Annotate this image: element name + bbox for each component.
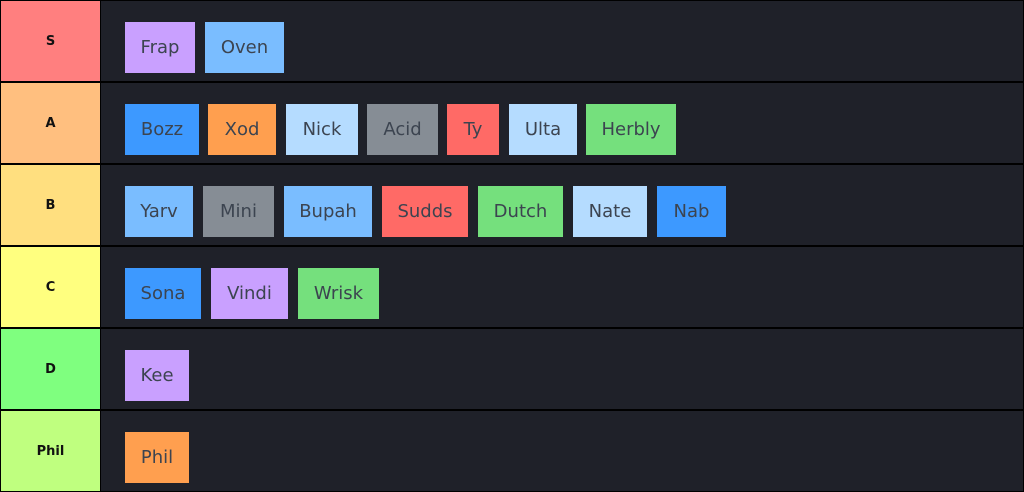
tier-label-d[interactable]: D [1,329,100,409]
tier-row-a: A Bozz Xod Nick Acid Ty Ulta Herbly [0,83,1024,163]
tier-row-c: C Sona Vindi Wrisk [0,247,1024,327]
tier-row-s: S Frap Oven [0,1,1024,81]
tier-label-c[interactable]: C [1,247,100,327]
tier-label-b[interactable]: B [1,165,100,245]
tier-item-nab[interactable]: Nab [657,186,726,237]
tier-items-a[interactable]: Bozz Xod Nick Acid Ty Ulta Herbly [101,83,1023,163]
tier-items-d[interactable]: Kee [101,329,1023,409]
tier-item-nate[interactable]: Nate [573,186,647,237]
tier-row-b: B Yarv Mini Bupah Sudds Dutch Nate Nab [0,165,1024,245]
tier-item-herbly[interactable]: Herbly [586,104,676,155]
tier-item-kee[interactable]: Kee [125,350,189,401]
tier-items-c[interactable]: Sona Vindi Wrisk [101,247,1023,327]
tier-item-bozz[interactable]: Bozz [125,104,199,155]
tier-label-phil[interactable]: Phil [1,411,100,491]
tier-item-sudds[interactable]: Sudds [382,186,468,237]
tier-label-a[interactable]: A [1,83,100,163]
tier-row-d: D Kee [0,329,1024,409]
tier-item-wrisk[interactable]: Wrisk [298,268,379,319]
tier-item-frap[interactable]: Frap [125,22,195,73]
tier-item-ulta[interactable]: Ulta [509,104,577,155]
tier-item-vindi[interactable]: Vindi [211,268,288,319]
tier-item-phil[interactable]: Phil [125,432,189,483]
tier-item-oven[interactable]: Oven [205,22,284,73]
tier-item-nick[interactable]: Nick [286,104,358,155]
tier-item-bupah[interactable]: Bupah [284,186,372,237]
tier-item-sona[interactable]: Sona [125,268,201,319]
tier-row-phil: Phil Phil [0,411,1024,491]
tier-items-phil[interactable]: Phil [101,411,1023,491]
tier-label-s[interactable]: S [1,1,100,81]
tier-items-b[interactable]: Yarv Mini Bupah Sudds Dutch Nate Nab [101,165,1023,245]
tier-item-xod[interactable]: Xod [208,104,276,155]
tier-items-s[interactable]: Frap Oven [101,1,1023,81]
tier-item-dutch[interactable]: Dutch [478,186,563,237]
tier-item-mini[interactable]: Mini [203,186,274,237]
tier-item-acid[interactable]: Acid [367,104,438,155]
tier-item-ty[interactable]: Ty [447,104,499,155]
tier-item-yarv[interactable]: Yarv [125,186,193,237]
